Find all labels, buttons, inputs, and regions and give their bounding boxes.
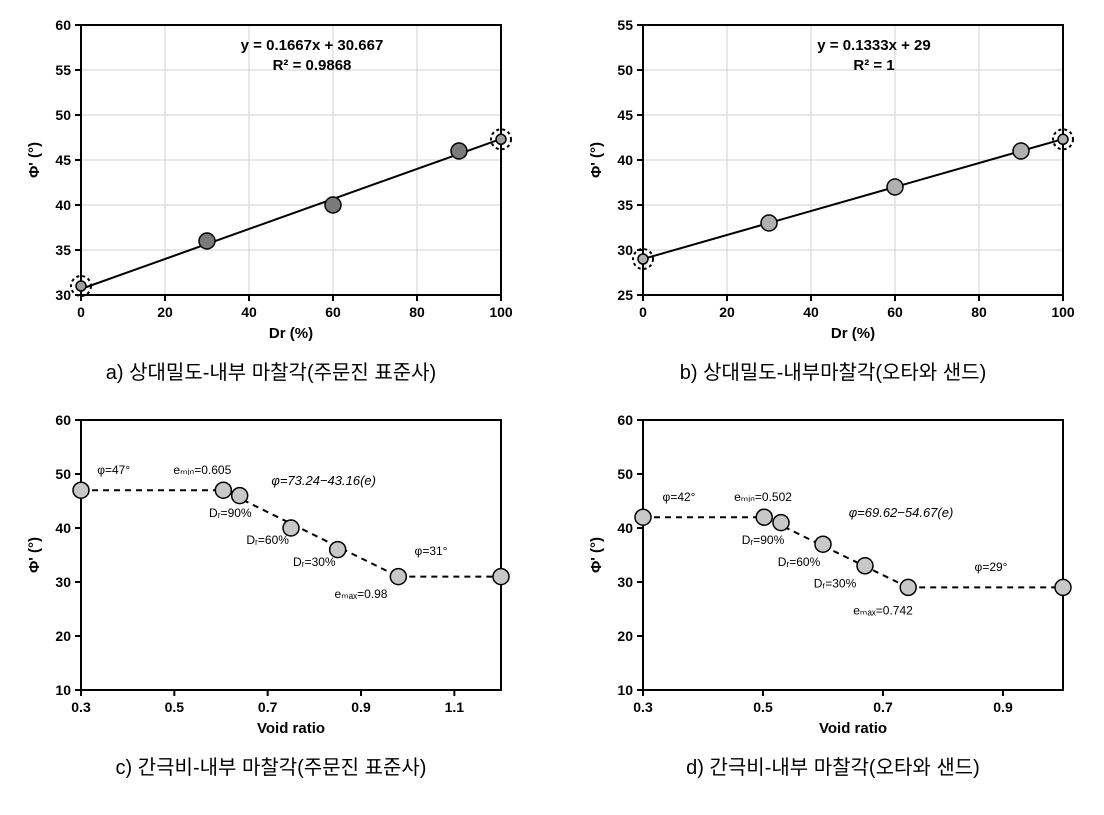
svg-text:Dr (%): Dr (%) bbox=[269, 325, 313, 342]
svg-text:Dr (%): Dr (%) bbox=[831, 325, 875, 342]
svg-text:60: 60 bbox=[55, 412, 71, 428]
svg-text:60: 60 bbox=[617, 412, 633, 428]
svg-text:R² = 1: R² = 1 bbox=[853, 57, 894, 74]
svg-text:50: 50 bbox=[55, 466, 71, 482]
chart-c: 0.3 0.5 0.7 0.9 1.1 10 20 30 40 50 60 Void ratio Φ' … bbox=[21, 405, 521, 745]
svg-text:Dᵣ=60%: Dᵣ=60% bbox=[246, 533, 289, 547]
svg-text:30: 30 bbox=[617, 574, 633, 590]
svg-text:30: 30 bbox=[617, 242, 633, 258]
svg-text:45: 45 bbox=[617, 107, 633, 123]
svg-text:10: 10 bbox=[55, 682, 71, 698]
svg-text:eₘₐₓ=0.98: eₘₐₓ=0.98 bbox=[335, 587, 388, 601]
svg-text:30: 30 bbox=[55, 287, 71, 303]
svg-text:0: 0 bbox=[639, 304, 647, 320]
svg-text:1.1: 1.1 bbox=[445, 699, 465, 715]
chart-d: 0.3 0.5 0.7 0.9 10 20 30 40 50 60 Void ratio Φ' (°)… bbox=[583, 405, 1083, 745]
panel-a: 0 20 40 60 80 100 30 35 40 45 50 55 60 Dr (%) Φ' (°) y … bbox=[10, 10, 532, 385]
svg-text:55: 55 bbox=[617, 17, 633, 33]
chart-b: 0 20 40 60 80 100 25 30 35 40 45 50 55 Dr (%) Φ' (°) y … bbox=[583, 10, 1083, 350]
svg-text:Void ratio: Void ratio bbox=[257, 720, 325, 737]
svg-text:60: 60 bbox=[55, 17, 71, 33]
svg-text:φ=47°: φ=47° bbox=[97, 463, 130, 477]
svg-text:Dᵣ=90%: Dᵣ=90% bbox=[742, 533, 785, 547]
svg-text:25: 25 bbox=[617, 287, 633, 303]
svg-text:Φ' (°): Φ' (°) bbox=[26, 537, 43, 573]
svg-text:Dᵣ=30%: Dᵣ=30% bbox=[814, 576, 857, 590]
panel-c: 0.3 0.5 0.7 0.9 1.1 10 20 30 40 50 60 Void ratio Φ' … bbox=[10, 405, 532, 780]
svg-text:50: 50 bbox=[55, 107, 71, 123]
svg-text:φ=29°: φ=29° bbox=[975, 560, 1008, 574]
svg-text:45: 45 bbox=[55, 152, 71, 168]
svg-text:φ=73.24−43.16(e): φ=73.24−43.16(e) bbox=[271, 473, 376, 488]
caption-a: a) 상대밀도-내부 마찰각(주문진 표준사) bbox=[106, 356, 436, 385]
svg-text:y = 0.1667x + 30.667: y = 0.1667x + 30.667 bbox=[241, 37, 384, 54]
svg-text:60: 60 bbox=[887, 304, 903, 320]
svg-text:Dᵣ=30%: Dᵣ=30% bbox=[293, 555, 336, 569]
svg-text:eₘᵢₙ=0.605: eₘᵢₙ=0.605 bbox=[173, 463, 231, 477]
chart-a: 0 20 40 60 80 100 30 35 40 45 50 55 60 Dr (%) Φ' (°) y … bbox=[21, 10, 521, 350]
svg-text:0.5: 0.5 bbox=[165, 699, 185, 715]
svg-text:30: 30 bbox=[55, 574, 71, 590]
caption-d: d) 간극비-내부 마찰각(오타와 샌드) bbox=[686, 751, 980, 780]
svg-text:y = 0.1333x + 29: y = 0.1333x + 29 bbox=[817, 37, 930, 54]
svg-text:50: 50 bbox=[617, 466, 633, 482]
svg-text:φ=31°: φ=31° bbox=[415, 544, 448, 558]
svg-text:40: 40 bbox=[617, 520, 633, 536]
svg-text:Φ' (°): Φ' (°) bbox=[588, 537, 605, 573]
svg-text:80: 80 bbox=[409, 304, 425, 320]
svg-text:Dᵣ=60%: Dᵣ=60% bbox=[778, 555, 821, 569]
caption-b: b) 상대밀도-내부마찰각(오타와 샌드) bbox=[680, 356, 986, 385]
svg-text:40: 40 bbox=[241, 304, 257, 320]
svg-text:40: 40 bbox=[55, 520, 71, 536]
svg-text:0: 0 bbox=[77, 304, 85, 320]
svg-text:20: 20 bbox=[157, 304, 173, 320]
svg-text:50: 50 bbox=[617, 62, 633, 78]
svg-text:35: 35 bbox=[617, 197, 633, 213]
svg-text:0.3: 0.3 bbox=[633, 699, 653, 715]
svg-text:0.7: 0.7 bbox=[258, 699, 278, 715]
svg-text:100: 100 bbox=[489, 304, 513, 320]
panel-d: 0.3 0.5 0.7 0.9 10 20 30 40 50 60 Void ratio Φ' (°)… bbox=[572, 405, 1094, 780]
svg-text:80: 80 bbox=[971, 304, 987, 320]
svg-text:60: 60 bbox=[325, 304, 341, 320]
svg-text:Dᵣ=90%: Dᵣ=90% bbox=[209, 506, 252, 520]
svg-text:eₘᵢₙ=0.502: eₘᵢₙ=0.502 bbox=[734, 490, 792, 504]
svg-text:20: 20 bbox=[719, 304, 735, 320]
svg-text:40: 40 bbox=[803, 304, 819, 320]
svg-text:Void ratio: Void ratio bbox=[819, 720, 887, 737]
svg-text:0.5: 0.5 bbox=[753, 699, 773, 715]
svg-text:φ=69.62−54.67(e): φ=69.62−54.67(e) bbox=[849, 505, 954, 520]
svg-text:40: 40 bbox=[55, 197, 71, 213]
chart-grid: 02040608010030354045505560Dr (%)Φ' (°)y … bbox=[10, 10, 1094, 780]
caption-c: c) 간극비-내부 마찰각(주문진 표준사) bbox=[116, 751, 427, 780]
svg-text:40: 40 bbox=[617, 152, 633, 168]
svg-text:0.9: 0.9 bbox=[993, 699, 1013, 715]
svg-text:Φ' (°): Φ' (°) bbox=[588, 142, 605, 178]
svg-text:20: 20 bbox=[617, 628, 633, 644]
svg-text:eₘₐₓ=0.742: eₘₐₓ=0.742 bbox=[853, 603, 913, 617]
panel-b: 0 20 40 60 80 100 25 30 35 40 45 50 55 Dr (%) Φ' (°) y … bbox=[572, 10, 1094, 385]
svg-text:R² = 0.9868: R² = 0.9868 bbox=[273, 57, 352, 74]
svg-text:100: 100 bbox=[1051, 304, 1075, 320]
svg-text:20: 20 bbox=[55, 628, 71, 644]
svg-text:φ=42°: φ=42° bbox=[663, 490, 696, 504]
svg-text:10: 10 bbox=[617, 682, 633, 698]
svg-text:0.7: 0.7 bbox=[873, 699, 893, 715]
svg-text:35: 35 bbox=[55, 242, 71, 258]
svg-text:0.9: 0.9 bbox=[351, 699, 371, 715]
svg-text:Φ' (°): Φ' (°) bbox=[26, 142, 43, 178]
svg-text:0.3: 0.3 bbox=[71, 699, 91, 715]
svg-text:55: 55 bbox=[55, 62, 71, 78]
